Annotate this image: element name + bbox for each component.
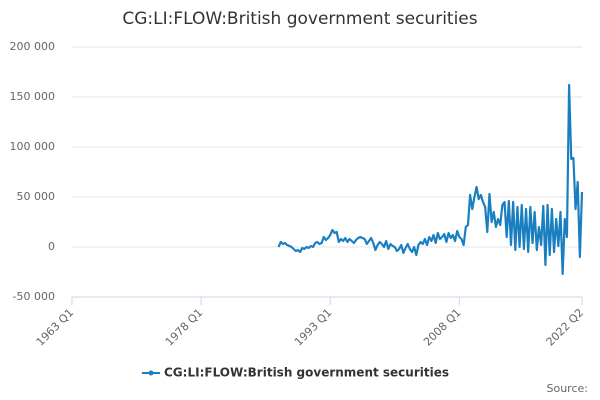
y-tick-label: 150 000 [10, 90, 56, 103]
y-tick-label: 0 [48, 240, 55, 253]
x-tick-label: 1978 Q1 [163, 306, 206, 349]
legend-label: CG:LI:FLOW:British government securities [164, 366, 449, 380]
x-tick-label: 1993 Q1 [292, 306, 335, 349]
y-tick-label: -50 000 [13, 290, 55, 303]
x-tick-label: 1963 Q1 [34, 306, 77, 349]
x-tick-label: 2022 Q2 [544, 306, 587, 349]
x-tick-label: 2008 Q1 [421, 306, 464, 349]
legend-marker [148, 370, 154, 376]
chart-title: CG:LI:FLOW:British government securities [122, 9, 477, 29]
y-tick-label: 100 000 [10, 140, 56, 153]
y-tick-label: 200 000 [10, 40, 56, 53]
y-tick-label: 50 000 [17, 190, 56, 203]
series-line [277, 83, 584, 276]
source: Source: [547, 382, 589, 395]
